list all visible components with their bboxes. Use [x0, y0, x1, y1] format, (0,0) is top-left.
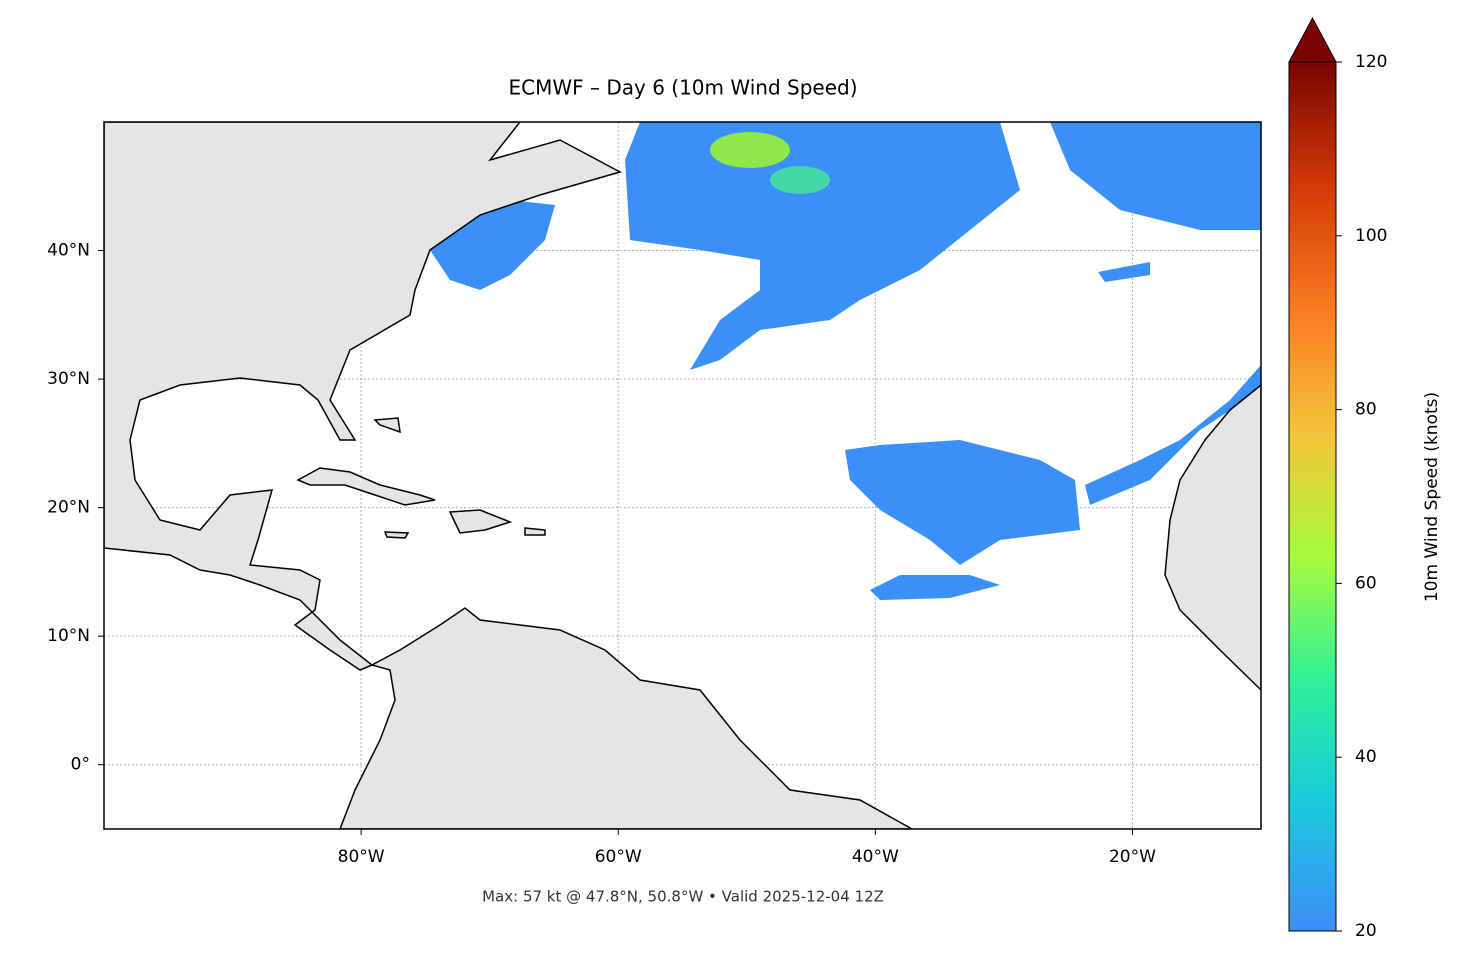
colorbar-label: 10m Wind Speed (knots) [1422, 392, 1442, 602]
colorbar: 10m Wind Speed (knots) 20 40 60 80 100 120 [1288, 16, 1442, 941]
wind-area [1085, 365, 1261, 505]
x-tick-label: 20°W [1109, 847, 1156, 867]
colorbar-tick-label: 120 [1355, 52, 1387, 72]
wind-peak [710, 132, 790, 168]
colorbar-tick-label: 60 [1355, 573, 1377, 593]
y-tick-label: 30°N [47, 369, 90, 389]
island [383, 531, 410, 539]
footer-note: Max: 57 kt @ 47.8°N, 50.8°W • Valid 2025… [482, 888, 884, 906]
map-layer [104, 122, 1261, 829]
y-tick-label: 20°N [47, 498, 90, 518]
colorbar-extend [1288, 16, 1337, 63]
colorbar-tick-label: 40 [1355, 747, 1377, 767]
island [373, 417, 401, 434]
y-tick-label: 40°N [47, 241, 90, 261]
island [296, 467, 436, 506]
island [524, 527, 546, 536]
wind-area [625, 122, 1020, 370]
y-tick-label: 0° [71, 755, 90, 775]
wind-field [430, 122, 1261, 600]
x-tick-label: 80°W [338, 847, 385, 867]
north-america [104, 122, 622, 671]
colorbar-tick-label: 20 [1355, 921, 1377, 941]
wind-area [430, 200, 555, 290]
map-frame [103, 121, 1262, 830]
colorbar-tick-label: 100 [1355, 226, 1387, 246]
map-title: ECMWF – Day 6 (10m Wind Speed) [509, 76, 858, 100]
wind-area [845, 440, 1080, 565]
wind-peak [770, 166, 830, 194]
wind-area [1050, 122, 1261, 230]
colorbar-tick-label: 80 [1355, 400, 1377, 420]
africa [1164, 384, 1261, 692]
y-tick-label: 10°N [47, 626, 90, 646]
island [448, 509, 513, 534]
x-tick-label: 40°W [852, 847, 899, 867]
colorbar-scale [1288, 61, 1337, 932]
wind-area [870, 575, 1000, 600]
south-america [339, 607, 914, 829]
x-tick-label: 60°W [595, 847, 642, 867]
wind-area [1098, 262, 1150, 282]
